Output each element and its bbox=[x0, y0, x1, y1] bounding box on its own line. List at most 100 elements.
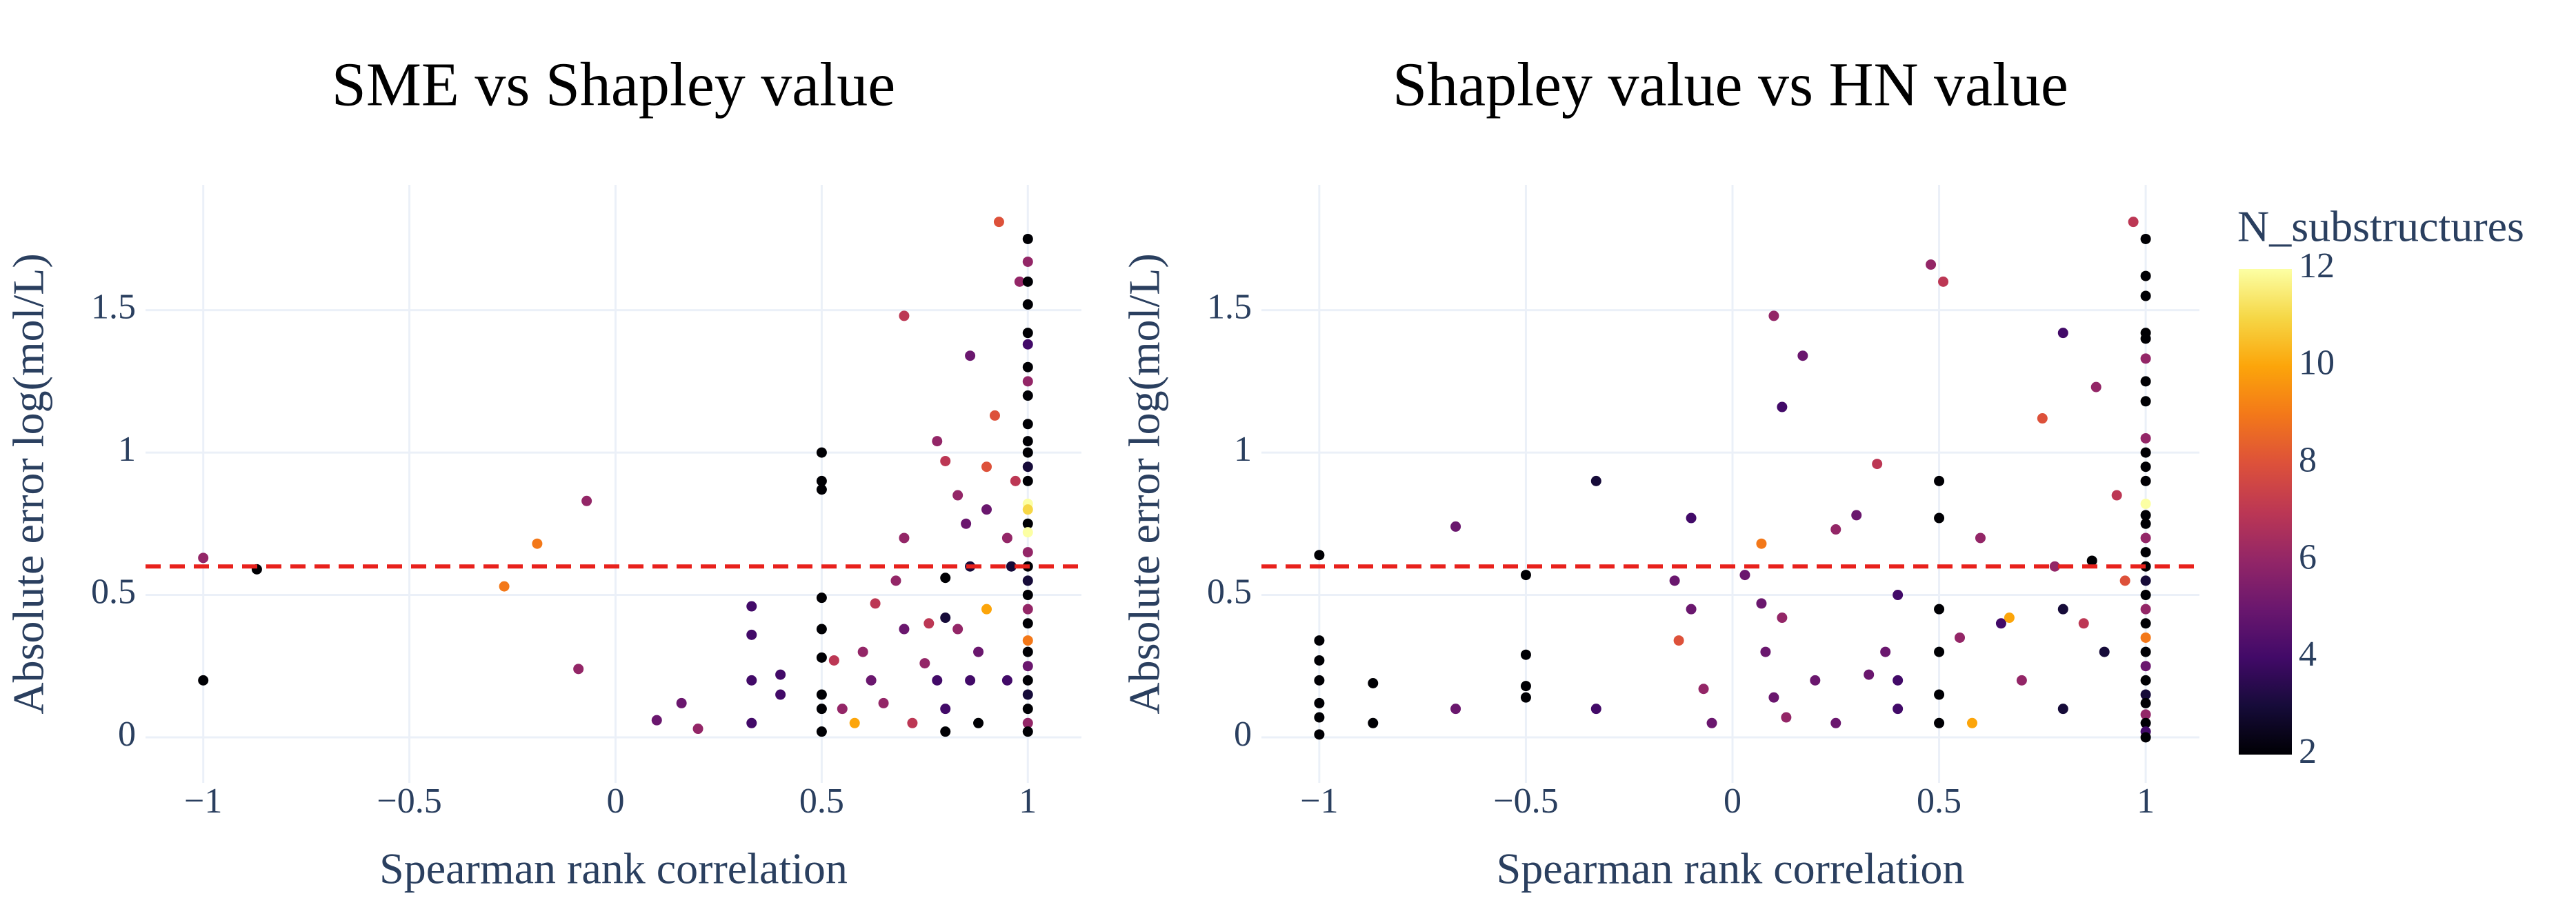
scatter-point bbox=[692, 724, 703, 735]
scatter-point bbox=[1934, 717, 1945, 728]
scatter-point bbox=[1022, 276, 1033, 287]
scatter-point bbox=[1022, 646, 1033, 657]
scatter-point bbox=[973, 717, 984, 728]
scatter-point bbox=[857, 646, 868, 657]
scatter-point bbox=[1934, 604, 1945, 615]
scatter-point bbox=[1955, 632, 1966, 643]
scatter-point bbox=[2140, 498, 2151, 509]
scatter-point bbox=[1777, 613, 1788, 624]
x-axis-label: Spearman rank correlation bbox=[379, 844, 848, 893]
scatter-point bbox=[1368, 678, 1379, 688]
scatter-point bbox=[2140, 353, 2151, 364]
scatter-point bbox=[816, 593, 827, 604]
scatter-point bbox=[816, 484, 827, 495]
scatter-point bbox=[866, 675, 877, 686]
scatter-point bbox=[1880, 646, 1891, 657]
scatter-point bbox=[2090, 381, 2101, 392]
scatter-point bbox=[2086, 555, 2097, 566]
scatter-point bbox=[1022, 527, 1033, 538]
scatter-point bbox=[2016, 675, 2027, 686]
scatter-point bbox=[1022, 518, 1033, 529]
scatter-point bbox=[1022, 328, 1033, 339]
scatter-point bbox=[1022, 436, 1033, 447]
scatter-point bbox=[1669, 575, 1680, 586]
scatter-point bbox=[1934, 646, 1945, 657]
scatter-point bbox=[2128, 217, 2139, 228]
scatter-point bbox=[965, 350, 976, 361]
scatter-point bbox=[2140, 396, 2151, 407]
scatter-point bbox=[952, 624, 963, 635]
scatter-point bbox=[1673, 635, 1684, 646]
scatter-point bbox=[878, 697, 889, 708]
colorbar-tick-label: 12 bbox=[2299, 246, 2335, 286]
scatter-point bbox=[1022, 618, 1033, 629]
scatter-point bbox=[899, 310, 910, 321]
scatter-point bbox=[1022, 419, 1033, 430]
scatter-point bbox=[981, 604, 992, 615]
scatter-point bbox=[981, 461, 992, 472]
scatter-point bbox=[1022, 390, 1033, 401]
scatter-point bbox=[1314, 697, 1325, 708]
scatter-point bbox=[1010, 475, 1021, 486]
scatter-point bbox=[2140, 561, 2151, 572]
scatter-point bbox=[2140, 632, 2151, 643]
scatter-point bbox=[1022, 604, 1033, 615]
scatter-point bbox=[2140, 547, 2151, 558]
scatter-point bbox=[1022, 704, 1033, 715]
scatter-point bbox=[581, 495, 592, 506]
scatter-point bbox=[940, 613, 951, 624]
scatter-point bbox=[2140, 604, 2151, 615]
scatter-point bbox=[1830, 717, 1841, 728]
scatter-point bbox=[940, 726, 951, 737]
scatter-point bbox=[1872, 459, 1883, 470]
scatter-point bbox=[940, 455, 951, 466]
scatter-point bbox=[2004, 613, 2015, 624]
scatter-point bbox=[923, 618, 935, 629]
scatter-point bbox=[1022, 447, 1033, 458]
scatter-point bbox=[1006, 561, 1017, 572]
y-tick-label: 1.5 bbox=[1207, 288, 1252, 327]
scatter-point bbox=[1777, 401, 1788, 412]
x-tick-label: 0 bbox=[1724, 781, 1741, 821]
scatter-point bbox=[2140, 689, 2151, 700]
scatter-point bbox=[1810, 675, 1821, 686]
scatter-point bbox=[1450, 521, 1461, 532]
scatter-point bbox=[1520, 692, 1531, 703]
scatter-point bbox=[1756, 538, 1767, 549]
scatter-point bbox=[746, 717, 757, 728]
scatter-point bbox=[2140, 461, 2151, 472]
scatter-point bbox=[1851, 510, 1862, 521]
scatter-point bbox=[890, 575, 901, 586]
scatter-point bbox=[1022, 547, 1033, 558]
scatter-point bbox=[816, 689, 827, 700]
scatter-point bbox=[2049, 561, 2060, 572]
scatter-point bbox=[1698, 684, 1709, 695]
scatter-point bbox=[1830, 524, 1841, 535]
scatter-point bbox=[932, 675, 943, 686]
scatter-point bbox=[816, 624, 827, 635]
y-tick-label: 1 bbox=[1234, 430, 1252, 469]
scatter-point bbox=[2140, 717, 2151, 728]
scatter-point bbox=[1768, 692, 1779, 703]
scatter-point bbox=[2140, 518, 2151, 529]
scatter-point bbox=[1014, 276, 1025, 287]
scatter-point bbox=[1893, 590, 1904, 601]
x-tick-label: −1 bbox=[184, 781, 222, 821]
scatter-point bbox=[1760, 646, 1771, 657]
scatter-point bbox=[1022, 361, 1033, 372]
colorbar-tick-label: 2 bbox=[2299, 732, 2317, 771]
scatter-point bbox=[775, 689, 786, 700]
x-tick-label: 0.5 bbox=[799, 781, 844, 821]
y-tick-label: 1 bbox=[118, 430, 136, 469]
scatter-point bbox=[1934, 475, 1945, 486]
colorbar-tick-label: 10 bbox=[2299, 344, 2335, 383]
scatter-point bbox=[2140, 376, 2151, 387]
y-tick-label: 0 bbox=[1234, 715, 1252, 754]
scatter-point bbox=[870, 598, 881, 609]
scatter-point bbox=[2140, 447, 2151, 458]
scatter-point bbox=[899, 532, 910, 544]
scatter-point bbox=[989, 410, 1000, 421]
scatter-point bbox=[940, 572, 951, 584]
scatter-point bbox=[532, 538, 543, 549]
scatter-point bbox=[1022, 635, 1033, 646]
